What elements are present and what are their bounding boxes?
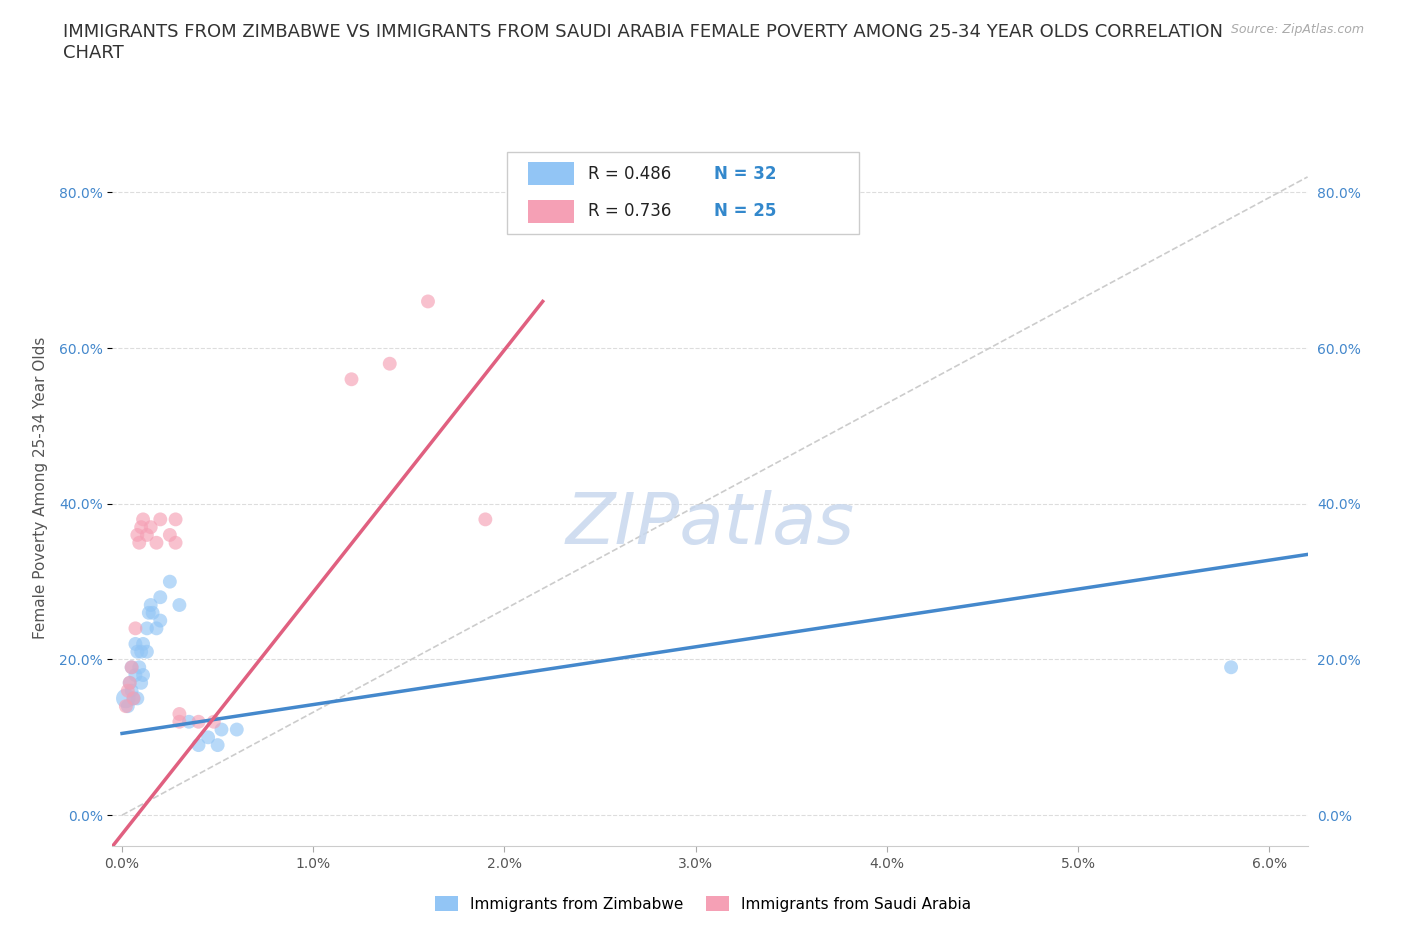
Text: Source: ZipAtlas.com: Source: ZipAtlas.com <box>1230 23 1364 36</box>
Point <box>149 590 172 604</box>
Point <box>124 668 146 683</box>
FancyBboxPatch shape <box>529 200 574 222</box>
Point <box>145 536 167 551</box>
Point <box>135 621 157 636</box>
Point <box>115 691 138 706</box>
Point <box>139 598 162 613</box>
Text: IMMIGRANTS FROM ZIMBABWE VS IMMIGRANTS FROM SAUDI ARABIA FEMALE POVERTY AMONG 25: IMMIGRANTS FROM ZIMBABWE VS IMMIGRANTS F… <box>63 23 1223 62</box>
Text: R = 0.736: R = 0.736 <box>588 202 672 220</box>
Point <box>118 675 141 690</box>
Point <box>132 512 155 526</box>
Point <box>211 722 233 737</box>
Point <box>121 660 143 675</box>
Point <box>207 737 229 752</box>
Point <box>340 372 363 387</box>
Text: N = 32: N = 32 <box>714 165 776 183</box>
Point <box>128 536 150 551</box>
Point <box>117 698 139 713</box>
Point <box>159 527 181 542</box>
Point <box>165 512 187 526</box>
Point <box>124 621 146 636</box>
Point <box>1220 660 1243 675</box>
Point <box>474 512 496 526</box>
Point <box>127 527 149 542</box>
Point <box>122 691 145 706</box>
FancyBboxPatch shape <box>508 152 859 234</box>
Point <box>128 660 150 675</box>
Point <box>187 737 209 752</box>
Point <box>135 644 157 659</box>
Point <box>121 660 143 675</box>
Text: ZIPatlas: ZIPatlas <box>565 489 855 559</box>
Point <box>169 707 191 722</box>
Point <box>132 668 155 683</box>
Point <box>129 520 152 535</box>
Point <box>202 714 225 729</box>
Point <box>117 684 139 698</box>
Point <box>122 691 145 706</box>
Point <box>145 621 167 636</box>
Point <box>139 520 162 535</box>
Point <box>225 722 247 737</box>
Point <box>177 714 200 729</box>
Point <box>138 605 160 620</box>
Point <box>149 613 172 628</box>
Point <box>165 536 187 551</box>
Point <box>416 294 439 309</box>
Point <box>149 512 172 526</box>
Point <box>132 636 155 651</box>
Point <box>124 636 146 651</box>
Point <box>129 675 152 690</box>
Point <box>197 730 219 745</box>
Point <box>169 598 191 613</box>
Y-axis label: Female Poverty Among 25-34 Year Olds: Female Poverty Among 25-34 Year Olds <box>32 337 48 640</box>
Point <box>378 356 401 371</box>
Point <box>159 574 181 589</box>
Point <box>129 644 152 659</box>
Point <box>187 714 209 729</box>
Point <box>121 684 143 698</box>
Point <box>169 714 191 729</box>
Point <box>142 605 165 620</box>
Point <box>115 698 138 713</box>
Point <box>118 675 141 690</box>
Point <box>135 527 157 542</box>
FancyBboxPatch shape <box>529 163 574 185</box>
Legend: Immigrants from Zimbabwe, Immigrants from Saudi Arabia: Immigrants from Zimbabwe, Immigrants fro… <box>429 889 977 918</box>
Point <box>127 691 149 706</box>
Text: N = 25: N = 25 <box>714 202 776 220</box>
Text: R = 0.486: R = 0.486 <box>588 165 672 183</box>
Point <box>127 644 149 659</box>
